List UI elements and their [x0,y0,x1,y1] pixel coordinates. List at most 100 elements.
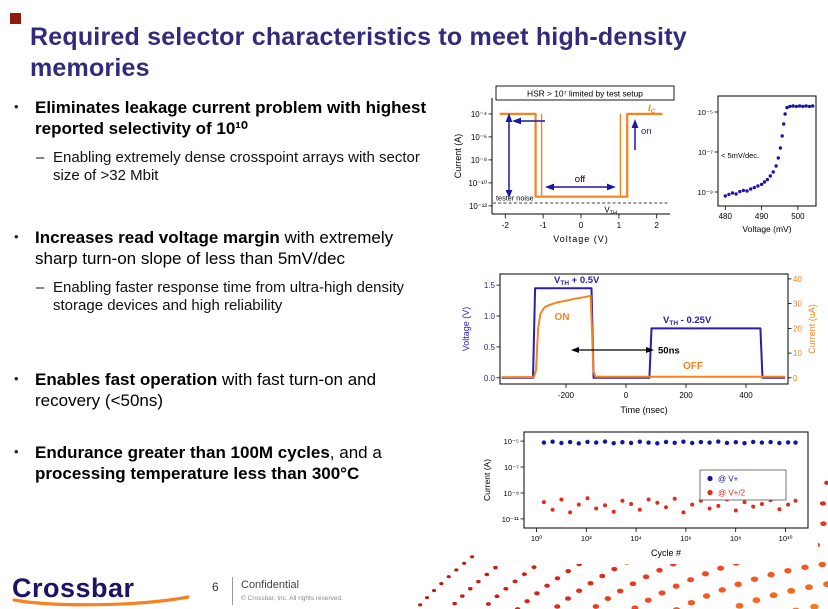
transient-chart: 1.5 1.0 0.5 0.0 40 30 20 10 0 -200 0 20 0… [458,262,824,420]
x-tick-label: -200 [558,391,575,400]
y-tick-label: 1.0 [484,312,496,321]
crossbar-logo: Crossbar [12,573,190,607]
legend-dot [707,489,713,496]
y-tick-label: 0.0 [484,374,496,383]
x-tick-label: 10⁰ [531,534,542,543]
endurance-frame [523,431,809,529]
logo-text: Crossbar [12,573,135,603]
x-tick-label: 10² [581,534,592,543]
iv-y-ticks: 10⁻⁴ 10⁻⁶ 10⁻⁸ 10⁻¹⁰ 10⁻¹² [468,110,492,211]
y-tick-label: 10⁻⁶ [471,133,487,142]
transient-left-ticks: 1.5 1.0 0.5 0.0 [484,281,500,383]
endurance-xlabel: Cycle # [651,548,681,558]
y-tick-label: 10⁻⁷ [698,148,713,157]
y-tick-label: 10⁻⁵ [504,437,519,446]
endurance-y-ticks: 10⁻⁵ 10⁻⁷ 10⁻⁹ 10⁻¹¹ [502,437,524,524]
y-tick-label: 40 [793,275,802,284]
bullet-text-bold: Enables fast operation [35,370,218,390]
iv-x-ticks: -2 -1 0 1 2 [502,214,659,230]
y-tick-label: 10⁻⁵ [698,108,713,117]
x-tick-label: 400 [739,391,753,400]
bullet-text-bold: Increases read voltage margin [35,228,280,248]
y-tick-label: 10⁻⁸ [471,156,487,165]
transient-series-layer [501,287,785,379]
iv-on-label: on [641,126,652,137]
x-tick-label: -1 [539,221,547,230]
x-tick-label: 500 [791,212,805,221]
x-tick-label: -2 [502,221,510,230]
transient-frame [499,273,789,385]
iv-xlabel: Voltage (V) [553,234,609,244]
page-title: Required selector characteristics to mee… [30,22,687,82]
sub-bullet-text: Enabling extremely dense crosspoint arra… [53,148,420,184]
iv-off-label: off [575,174,586,185]
y-tick-label: 0 [793,374,798,383]
x-tick-label: 10¹⁰ [779,534,793,543]
bullet-marker: • [14,443,19,459]
x-tick-label: 2 [654,221,659,230]
y-tick-label: 10⁻⁴ [471,110,487,119]
off-label: OFF [683,361,703,372]
bullet-group-1: • Eliminates leakage current problem wit… [14,97,434,185]
x-tick-label: 0 [579,221,584,230]
slope-x-ticks: 480 490 500 [719,206,805,221]
endurance-ylabel: Current (A) [482,459,492,501]
page-number: 6 [212,580,219,594]
sub-bullet-item: – Enabling extremely dense crosspoint ar… [36,149,434,186]
x-tick-label: 10⁶ [680,534,691,543]
title-accent-square [10,13,21,24]
pulse1-label: VTH + 0.5V [554,275,600,287]
y-tick-label: 10 [793,349,802,358]
transient-xlabel: Time (nsec) [620,405,667,415]
transient-ylabel-right: Current (uA) [807,304,817,354]
endurance-x-ticks: 10⁰ 10² 10⁴ 10⁶ 10⁸ 10¹⁰ [531,528,793,543]
bullet-text: , and a [329,442,382,462]
endurance-legend: @ V+ @ V+/2 [699,469,787,501]
bullet-item: • Endurance greater than 100M cycles, an… [14,442,434,485]
iv-annotation-text: HSR > 10⁷ limited by test setup [527,89,643,99]
slope-frame [717,95,817,207]
copyright-text: © Crossbar, Inc. All rights reserved. [241,595,343,602]
sub-bullet-marker: – [36,148,45,166]
iv-series-layer [499,112,663,198]
iv-sweep-arrows [505,113,639,198]
on-label: ON [555,312,570,323]
endurance-series-layer [541,439,798,515]
x-tick-label: 480 [719,212,733,221]
slope-annotation: < 5mV/dec. [721,151,759,160]
slope-series-layer [723,104,815,198]
y-tick-label: 10⁻⁹ [503,489,519,498]
y-tick-label: 10⁻⁷ [504,463,519,472]
x-tick-label: 10⁸ [730,534,742,543]
gap-label: 50ns [658,346,680,357]
y-tick-label: 0.5 [484,343,496,352]
tester-noise-label: tester noise [496,194,534,203]
slope-y-ticks: 10⁻⁵ 10⁻⁷ 10⁻⁹ [697,108,718,197]
bullet-marker: • [14,229,19,245]
y-tick-label: 10⁻¹⁰ [468,179,487,188]
bullet-group-2: • Increases read voltage margin with ext… [14,227,434,315]
logo-swoosh [12,595,190,607]
iv-vth-label: VTH [604,206,617,217]
bullet-group-3: • Enables fast operation with fast turn-… [14,369,434,412]
bullet-text-bold: Eliminates leakage current problem with … [35,98,427,139]
chart-background [458,262,824,420]
iv-tester-noise-line: tester noise [493,194,669,204]
endurance-chart: 10⁻⁵ 10⁻⁷ 10⁻⁹ 10⁻¹¹ 10⁰ 10² 10⁴ 10⁶ 10⁸… [478,424,818,564]
x-tick-label: 10⁴ [630,534,642,543]
bullet-item: • Enables fast operation with fast turn-… [14,369,434,412]
transient-right-ticks: 40 30 20 10 0 [788,275,802,383]
pulse2-label: VTH - 0.25V [663,315,712,327]
chart-background [452,84,680,252]
footer-divider [232,577,233,605]
sub-bullet-marker: – [36,278,45,296]
iv-ic-label: IC [648,103,656,115]
sub-bullet-item: – Enabling faster response time from ult… [36,279,434,316]
y-tick-label: 10⁻⁹ [697,188,713,197]
sub-bullet-text: Enabling faster response time from ultra… [53,278,405,314]
iv-ylabel: Current (A) [453,134,463,179]
y-tick-label: 20 [793,324,802,333]
chart-background [682,88,824,248]
y-tick-label: 10⁻¹¹ [502,515,520,524]
